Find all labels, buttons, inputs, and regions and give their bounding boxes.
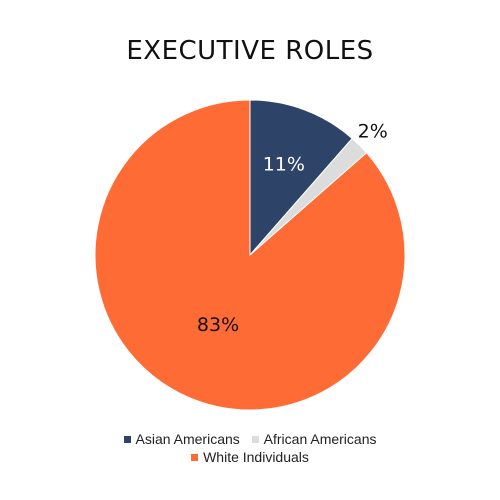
pie-slice-white-individuals bbox=[94, 99, 406, 411]
chart-title: EXECUTIVE ROLES bbox=[126, 36, 374, 66]
data-label: 83% bbox=[197, 314, 239, 336]
legend-label: White Individuals bbox=[203, 449, 309, 465]
legend-item-white-individuals: White Individuals bbox=[191, 448, 309, 466]
legend-swatch bbox=[123, 436, 131, 443]
legend-item-asian-americans: Asian Americans bbox=[123, 430, 240, 448]
legend-label: African Americans bbox=[263, 431, 377, 447]
data-label: 2% bbox=[358, 121, 388, 143]
legend-swatch bbox=[191, 454, 199, 461]
legend-item-african-americans: African Americans bbox=[251, 430, 377, 448]
legend-label: Asian Americans bbox=[135, 431, 240, 447]
pie-slice-asian-americans bbox=[249, 99, 353, 257]
legend-swatch bbox=[251, 436, 259, 443]
data-label: 11% bbox=[263, 154, 305, 176]
chart-legend: Asian Americans African Americans White … bbox=[0, 430, 500, 466]
